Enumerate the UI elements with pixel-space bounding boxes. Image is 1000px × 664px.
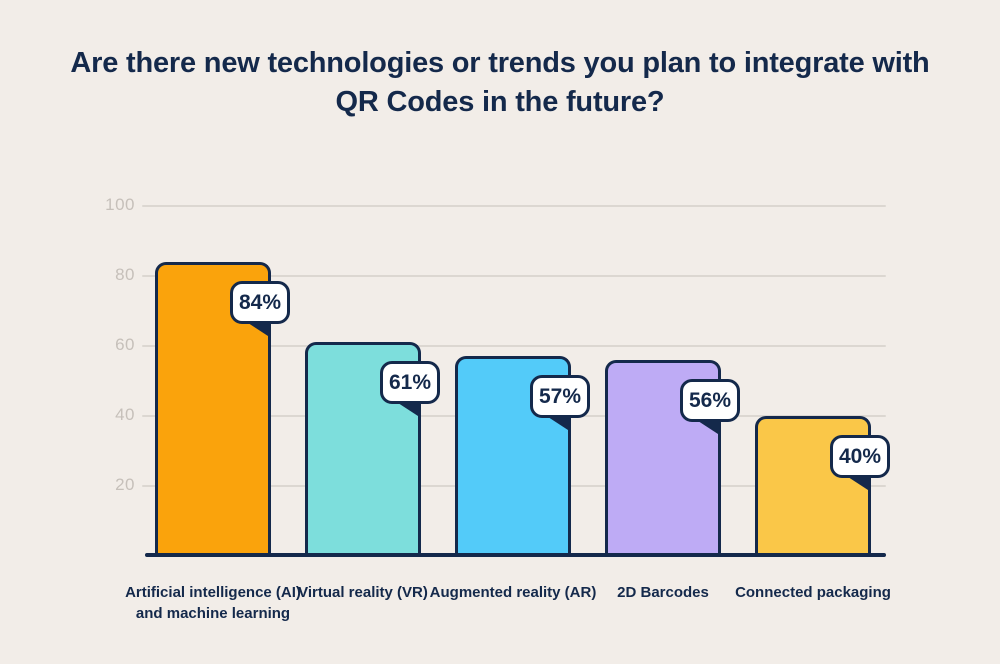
y-axis-tick-label: 40 (115, 405, 135, 424)
value-badge: 84% (230, 281, 290, 324)
y-axis-tick-label: 100 (105, 195, 135, 214)
x-axis-category-label: Artificial intelligence (AI) and machine… (125, 584, 301, 622)
gridline-60 (142, 345, 886, 347)
gridline-80 (142, 275, 886, 277)
x-axis-category-label: Augmented reality (AR) (429, 584, 597, 601)
y-axis-tick-label: 60 (115, 335, 135, 354)
x-axis-category-label: Connected packaging (735, 584, 891, 601)
value-badge: 40% (830, 435, 890, 478)
value-badge: 57% (530, 375, 590, 418)
chart-title: Are there new technologies or trends you… (70, 47, 930, 118)
x-axis-line (145, 553, 886, 557)
x-axis-category-label: 2D Barcodes (617, 584, 709, 601)
y-axis-tick-label: 20 (115, 475, 135, 494)
gridline-100 (142, 205, 886, 207)
y-axis-tick-label: 80 (115, 265, 135, 284)
x-axis-category-label: Virtual reality (VR) (298, 584, 428, 601)
value-badge: 56% (680, 379, 740, 422)
value-badge: 61% (380, 361, 440, 404)
